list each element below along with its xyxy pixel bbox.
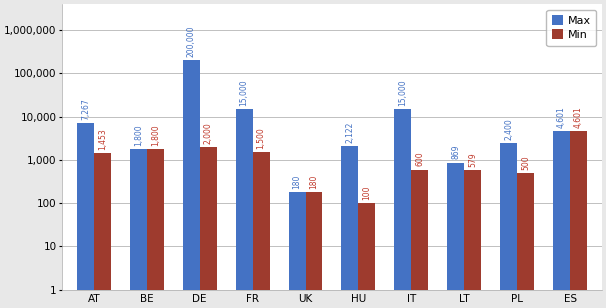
Text: 180: 180 <box>293 175 302 189</box>
Bar <box>288 192 305 308</box>
Bar <box>183 60 200 308</box>
Text: 2,000: 2,000 <box>204 122 213 144</box>
Text: 180: 180 <box>310 175 319 189</box>
Text: 1,800: 1,800 <box>134 124 143 146</box>
Bar <box>447 163 464 308</box>
Text: 4,601: 4,601 <box>557 106 566 128</box>
Text: 15,000: 15,000 <box>239 79 248 106</box>
Bar <box>94 153 111 308</box>
Text: 600: 600 <box>415 152 424 166</box>
Text: 500: 500 <box>521 155 530 170</box>
Text: 100: 100 <box>362 186 371 200</box>
Bar <box>553 131 570 308</box>
Bar <box>253 152 270 308</box>
Bar <box>77 123 94 308</box>
Text: 1,800: 1,800 <box>151 124 160 146</box>
Bar <box>464 170 481 308</box>
Text: 7,267: 7,267 <box>81 98 90 120</box>
Text: 1,453: 1,453 <box>98 128 107 150</box>
Bar <box>358 203 375 308</box>
Text: 1,500: 1,500 <box>256 128 265 149</box>
Bar <box>342 146 358 308</box>
Bar <box>411 169 428 308</box>
Text: 2,400: 2,400 <box>504 119 513 140</box>
Text: 4,601: 4,601 <box>574 106 583 128</box>
Bar <box>395 109 411 308</box>
Text: 200,000: 200,000 <box>187 26 196 57</box>
Text: 2,122: 2,122 <box>345 121 355 143</box>
Bar <box>305 192 322 308</box>
Bar <box>200 147 216 308</box>
Bar <box>130 149 147 308</box>
Text: 15,000: 15,000 <box>398 79 407 106</box>
Legend: Max, Min: Max, Min <box>547 10 596 46</box>
Bar <box>500 144 517 308</box>
Text: 869: 869 <box>451 145 461 160</box>
Bar <box>147 149 164 308</box>
Bar <box>570 131 587 308</box>
Bar <box>236 109 253 308</box>
Bar <box>517 173 534 308</box>
Text: 579: 579 <box>468 152 477 167</box>
